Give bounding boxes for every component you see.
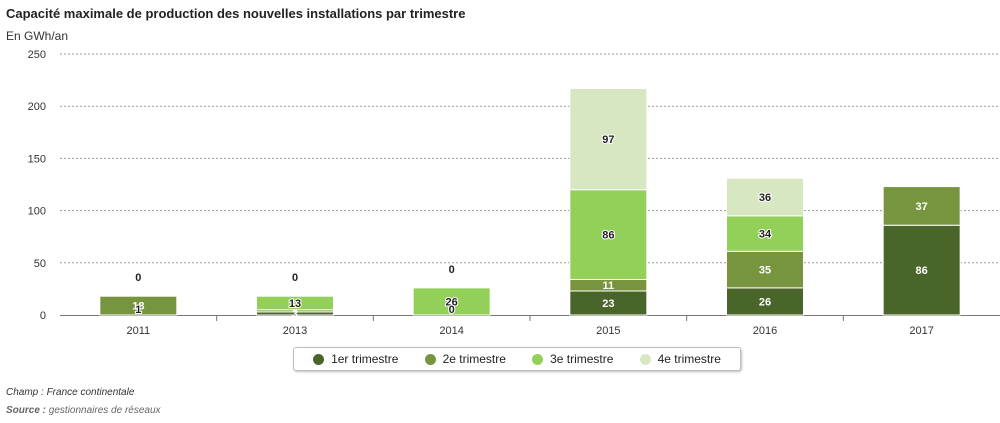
y-tick-label-150: 150 (28, 153, 46, 165)
legend-item-q1[interactable]: 1er trimestre (313, 352, 398, 366)
legend-label-q4: 4e trimestre (657, 352, 721, 366)
data-label-2016-q3: 34 (759, 229, 772, 241)
legend-swatch-q2 (424, 353, 436, 365)
bar-2015-q3 (569, 189, 648, 281)
y-tick-label-100: 100 (28, 206, 46, 218)
x-tick-label-2016: 2016 (753, 325, 777, 337)
data-label-2013-q4: 0 (292, 272, 298, 284)
bar-2011-q2 (99, 295, 178, 316)
legend-item-q4[interactable]: 4e trimestre (639, 352, 721, 366)
y-axis-unit: En GWh/an (6, 29, 69, 43)
data-label-2015-q4: 97 (602, 134, 614, 146)
bar-2016-q4 (726, 177, 804, 217)
data-label-2016-q1: 26 (759, 296, 771, 308)
data-label-2011-q2: 18 (132, 301, 144, 313)
bar-2017-q2 (882, 186, 961, 226)
source-note: Source : gestionnaires de réseaux (6, 405, 161, 416)
y-tick-label-250: 250 (28, 49, 46, 61)
x-tick-label-2017: 2017 (909, 325, 933, 337)
source-label: Source : (6, 405, 47, 416)
data-label-2017-q1: 86 (916, 265, 928, 277)
data-label-2014-q4: 0 (449, 264, 455, 276)
x-tick-label-2015: 2015 (596, 325, 620, 337)
data-label-2015-q3: 86 (602, 230, 614, 242)
bar-2016-q3 (726, 215, 804, 252)
source-text: gestionnaires de réseaux (48, 405, 161, 416)
bar-2013-q3 (256, 295, 334, 311)
data-label-2015-q1: 23 (602, 298, 614, 310)
y-tick-label-200: 200 (28, 101, 46, 113)
data-label-2017-q2: 37 (916, 201, 928, 213)
x-tick-label-2013: 2013 (283, 325, 307, 337)
x-tick-label-2014: 2014 (439, 325, 463, 337)
data-label-extra-2011-0: 1 (135, 304, 141, 316)
y-tick-label-50: 50 (34, 258, 46, 270)
bar-2017-q1 (882, 224, 961, 316)
scope-note: Champ : France continentale (6, 387, 135, 398)
bar-2015-q1 (569, 290, 648, 316)
legend-label-q3: 3e trimestre (550, 352, 614, 366)
data-label-2016-q4: 36 (759, 192, 771, 204)
stacked-bar-chart: 0501001502002502011180120133130201426002… (28, 49, 1000, 337)
legend-label-q2: 2e trimestre (442, 352, 506, 366)
legend-swatch-q4 (639, 353, 651, 365)
bar-2016-q1 (726, 287, 804, 316)
legend-swatch-q1 (313, 353, 325, 365)
chart-title: Capacité maximale de production des nouv… (6, 6, 466, 21)
chart-legend: 1er trimestre 2e trimestre 3e trimestre … (293, 347, 741, 371)
legend-item-q3[interactable]: 3e trimestre (532, 352, 613, 366)
bar-2016-q2 (726, 250, 804, 289)
legend-swatch-q3 (532, 353, 544, 365)
bar-2014-q3 (412, 287, 491, 316)
data-label-2011-q4: 0 (135, 272, 141, 284)
data-label-extra-2014-0: 0 (449, 304, 455, 316)
legend-item-q2[interactable]: 2e trimestre (424, 352, 506, 366)
data-label-2015-q2: 11 (603, 280, 615, 292)
data-label-2014-q3: 26 (446, 296, 458, 308)
x-tick-label-2011: 2011 (127, 325, 151, 337)
bar-2015-q4 (569, 87, 648, 191)
y-tick-label-0: 0 (40, 310, 46, 322)
data-label-2013-q3: 13 (289, 298, 301, 310)
data-label-2016-q2: 35 (759, 265, 771, 277)
data-label-2013-q1: 3 (292, 308, 298, 320)
legend-label-q1: 1er trimestre (331, 352, 399, 366)
